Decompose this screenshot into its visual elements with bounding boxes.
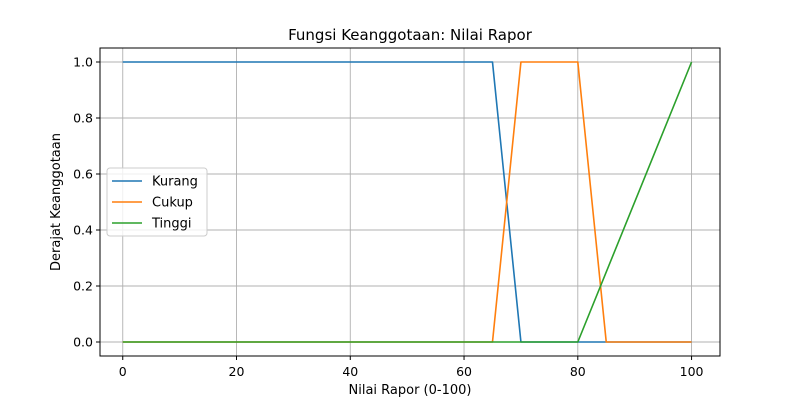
x-axis-label: Nilai Rapor (0-100) bbox=[349, 383, 472, 398]
x-tick-label: 0 bbox=[119, 364, 127, 379]
series-line-cukup bbox=[122, 61, 692, 343]
legend-label-kurang: Kurang bbox=[152, 175, 198, 190]
y-tick-label: 0.6 bbox=[73, 167, 93, 182]
x-tick-label: 60 bbox=[456, 364, 472, 379]
x-tick-label: 20 bbox=[229, 364, 245, 379]
y-tick-label: 1.0 bbox=[73, 55, 93, 70]
legend: Kurang Cukup Tinggi bbox=[106, 167, 208, 237]
legend-label-cukup: Cukup bbox=[152, 196, 193, 211]
legend-label-tinggi: Tinggi bbox=[151, 217, 192, 232]
y-tick-label: 0.2 bbox=[73, 279, 93, 294]
legend-box bbox=[106, 167, 208, 237]
y-axis-label: Derajat Keanggotaan bbox=[49, 133, 64, 271]
x-tick-label: 40 bbox=[342, 364, 358, 379]
plot-frame bbox=[99, 47, 721, 357]
series-line-tinggi bbox=[122, 61, 693, 343]
chart-title: Fungsi Keanggotaan: Nilai Rapor bbox=[288, 26, 533, 44]
x-tick-label: 100 bbox=[680, 364, 704, 379]
x-tick-label: 80 bbox=[570, 364, 586, 379]
y-tick-label: 0.0 bbox=[73, 335, 93, 350]
series-line-kurang bbox=[122, 61, 692, 343]
series-lines bbox=[122, 61, 693, 343]
y-tick-label: 0.4 bbox=[73, 223, 93, 238]
axis-ticks: 0 20 40 60 80 100 0.0 0.2 0.4 0.6 0.8 1.0 bbox=[73, 55, 703, 380]
legend-items: Kurang Cukup Tinggi bbox=[112, 175, 198, 232]
y-tick-label: 0.8 bbox=[73, 111, 93, 126]
